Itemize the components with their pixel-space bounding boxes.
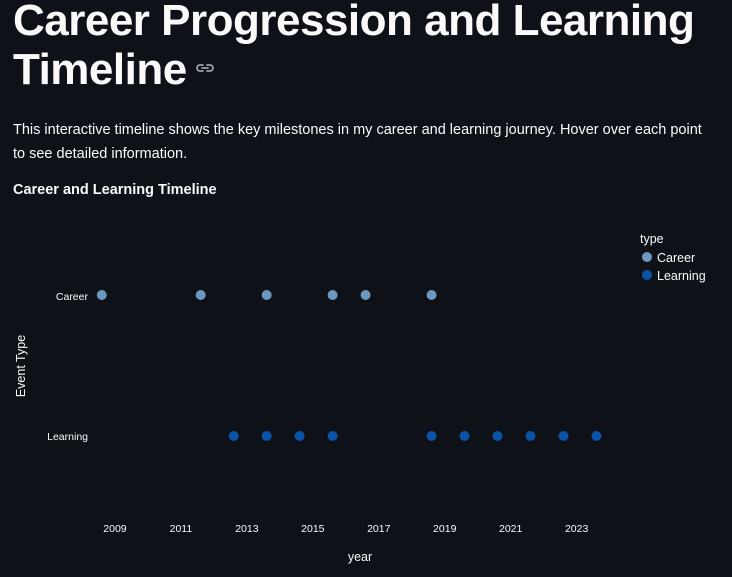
point-learning[interactable]	[327, 431, 338, 441]
point-learning[interactable]	[591, 431, 602, 441]
point-learning[interactable]	[261, 431, 272, 441]
point-career[interactable]	[96, 290, 107, 300]
page-title-text: Career Progression and Learning Timeline	[13, 0, 695, 94]
y-axis-title: Event Type	[14, 335, 28, 397]
y-tick-career: Career	[56, 291, 89, 303]
x-tick-label: 2013	[235, 523, 259, 535]
legend[interactable]: type Career Learning	[640, 232, 706, 283]
y-axis: Career Learning Event Type	[14, 291, 88, 443]
chart-heading: Career and Learning Timeline	[13, 182, 217, 198]
data-points[interactable]	[96, 290, 602, 441]
x-tick-label: 2017	[367, 523, 391, 535]
x-axis-title: year	[348, 550, 372, 564]
point-career[interactable]	[426, 290, 437, 300]
legend-marker-learning	[642, 270, 652, 280]
x-tick-label: 2019	[433, 523, 457, 535]
point-learning[interactable]	[459, 431, 470, 441]
y-tick-learning: Learning	[47, 431, 88, 443]
point-learning[interactable]	[558, 431, 569, 441]
point-learning[interactable]	[492, 431, 503, 441]
point-career[interactable]	[327, 290, 338, 300]
legend-marker-career	[642, 252, 652, 262]
x-tick-label: 2015	[301, 523, 325, 535]
point-learning[interactable]	[228, 431, 239, 441]
point-career[interactable]	[195, 290, 206, 300]
x-tick-label: 2011	[170, 523, 193, 535]
legend-label-learning[interactable]: Learning	[657, 269, 706, 283]
point-learning[interactable]	[525, 431, 536, 441]
x-tick-label: 2009	[103, 523, 127, 535]
x-tick-label: 2023	[565, 523, 589, 535]
legend-label-career[interactable]: Career	[657, 251, 695, 265]
point-career[interactable]	[261, 290, 272, 300]
point-career[interactable]	[360, 290, 371, 300]
page-description: This interactive timeline shows the key …	[13, 122, 702, 162]
x-tick-label: 2021	[499, 523, 523, 535]
x-axis: 2009 2011 2013 2015 2017 2019 2021 2023	[103, 523, 588, 535]
point-learning[interactable]	[426, 431, 437, 441]
page-title: Career Progression and Learning Timeline	[13, 0, 713, 94]
point-learning[interactable]	[294, 431, 305, 441]
link-icon[interactable]	[195, 61, 215, 75]
legend-title: type	[640, 232, 664, 246]
